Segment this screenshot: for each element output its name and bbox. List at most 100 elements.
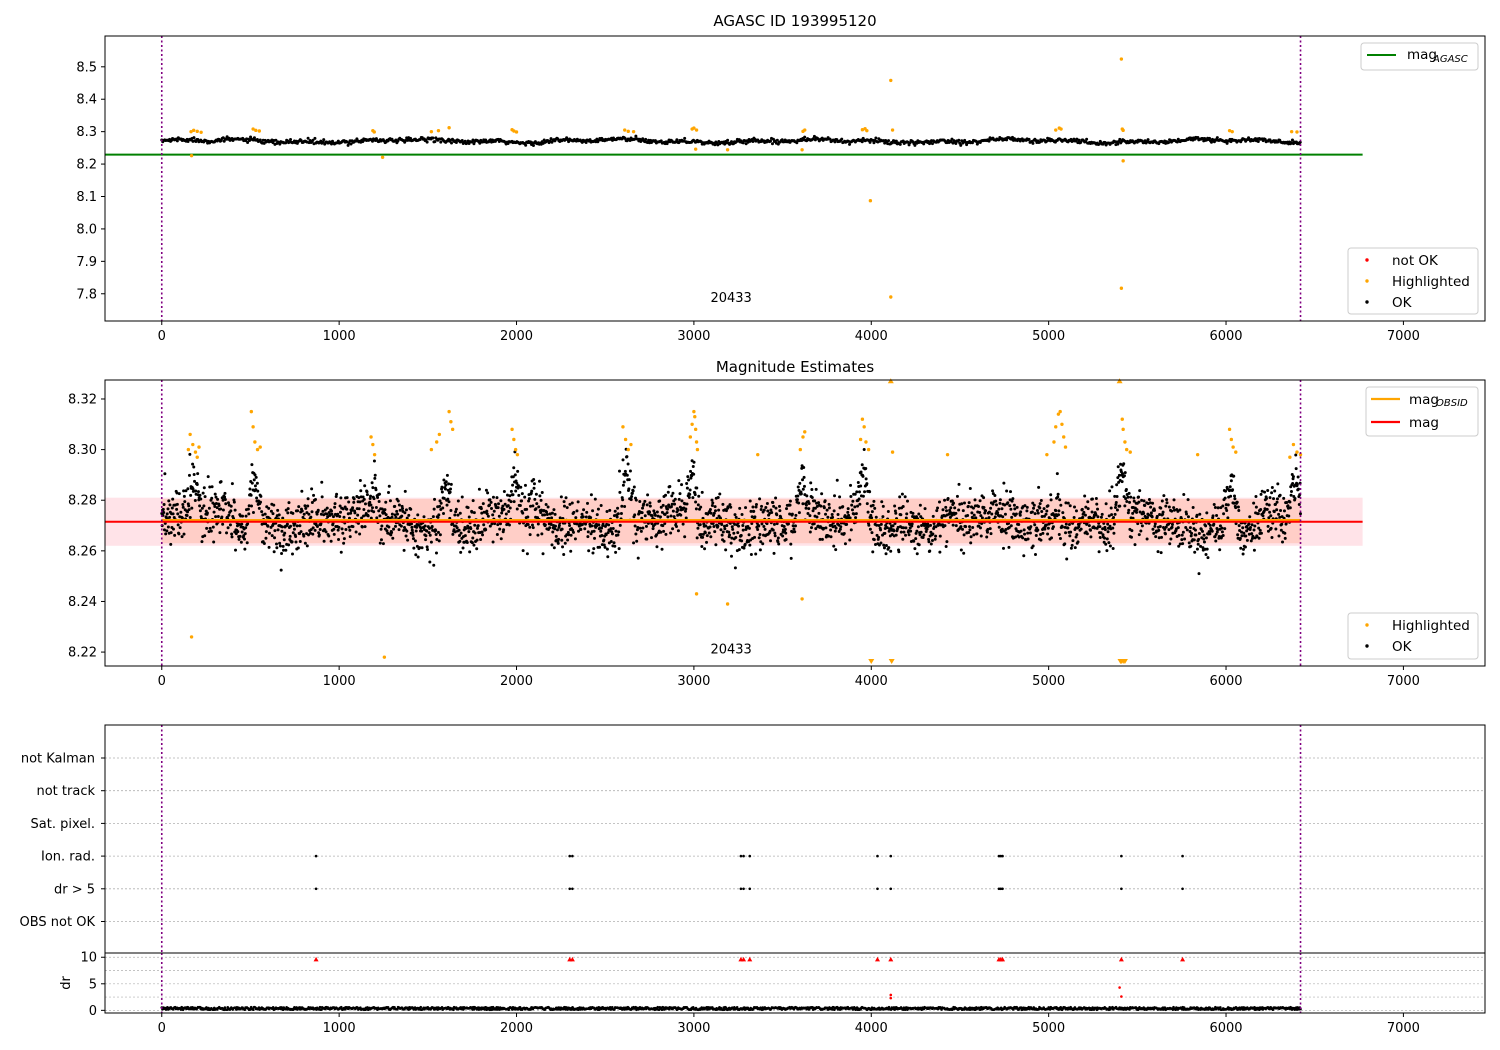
ok-point [426,548,430,552]
ok-point [272,550,276,554]
ok-point [846,507,850,511]
ok-point [477,487,481,491]
ok-point [360,516,364,520]
ok-point [1225,509,1229,513]
ok-point [848,516,852,520]
ok-point [269,509,273,513]
ok-point [802,465,806,469]
ok-point [1193,550,1197,554]
ok-point [1010,515,1014,519]
ok-point [200,506,204,510]
ok-point [635,539,639,543]
ok-point [306,533,310,537]
ok-point [311,138,315,142]
ok-point [1204,552,1208,556]
ok-point [1019,510,1023,514]
ok-point [521,549,525,553]
ok-point [711,521,715,525]
ok-point [187,504,191,508]
ok-point [433,497,437,501]
ok-point [623,469,627,473]
flag-point [739,854,743,858]
ok-point [292,527,296,531]
ok-point [703,531,707,535]
highlighted-point [515,452,520,457]
highlighted-point [725,148,730,152]
ok-point [290,540,294,544]
ok-point [677,479,681,483]
ok-point [985,530,989,534]
ok-point [833,494,837,498]
ok-point [356,513,360,517]
ok-point [628,469,632,473]
highlighted-point [865,128,869,133]
ok-point [625,473,629,477]
ok-point [812,522,816,526]
ok-point [712,525,716,529]
ok-point [246,141,250,145]
ok-point [1017,535,1021,539]
ok-point [495,532,499,536]
ok-point [678,492,682,496]
ok-point [252,136,256,140]
ok-point [1108,524,1112,528]
ok-point [526,515,530,519]
ok-point [1012,503,1016,507]
ok-point [380,524,384,528]
ok-point [970,511,974,515]
ok-point [246,507,250,511]
ok-point [673,497,677,501]
highlighted-point [436,128,441,133]
ok-point [1211,514,1215,518]
ok-point [879,528,883,532]
ok-point [181,505,185,509]
ok-point [263,512,267,516]
ok-point [1218,524,1222,528]
ok-point [569,533,573,537]
ok-point [664,493,668,497]
ok-point [530,523,534,527]
ok-point [884,543,888,547]
ok-point [707,531,711,535]
ok-point [509,500,513,504]
ok-point [1002,481,1006,485]
ok-point [206,475,210,479]
ok-point [695,536,699,540]
ok-point [837,523,841,527]
ok-point [543,513,547,517]
highlighted-point [756,452,760,457]
ok-point [1133,543,1137,547]
highlighted-point [447,409,451,414]
ok-point [1068,504,1072,508]
ok-point [264,536,268,540]
ok-point [1000,507,1004,511]
ok-point [374,505,378,509]
highlighted-point [429,129,434,134]
ok-point [271,522,275,526]
ok-point [827,502,831,506]
ok-point [461,546,465,550]
ok-point [1116,476,1120,480]
ok-point [1220,526,1224,530]
ok-point [1216,528,1220,532]
ok-point [489,500,493,504]
ok-point [188,515,192,519]
ok-point [763,527,767,531]
ok-point [1000,527,1004,531]
ok-point [669,531,673,535]
ok-point [243,547,247,551]
ok-point [743,542,747,546]
ok-point [1289,489,1293,493]
ok-point [971,526,975,530]
highlighted-point [189,153,194,158]
ok-point [830,513,834,516]
ok-point [1248,515,1252,519]
ok-point [1208,136,1212,140]
ok-point [817,501,821,505]
ok-point [282,548,286,552]
ok-point [1190,531,1194,535]
ok-point [627,487,631,491]
ok-point [1256,140,1260,143]
ok-point [239,540,243,544]
ok-point [650,522,654,526]
